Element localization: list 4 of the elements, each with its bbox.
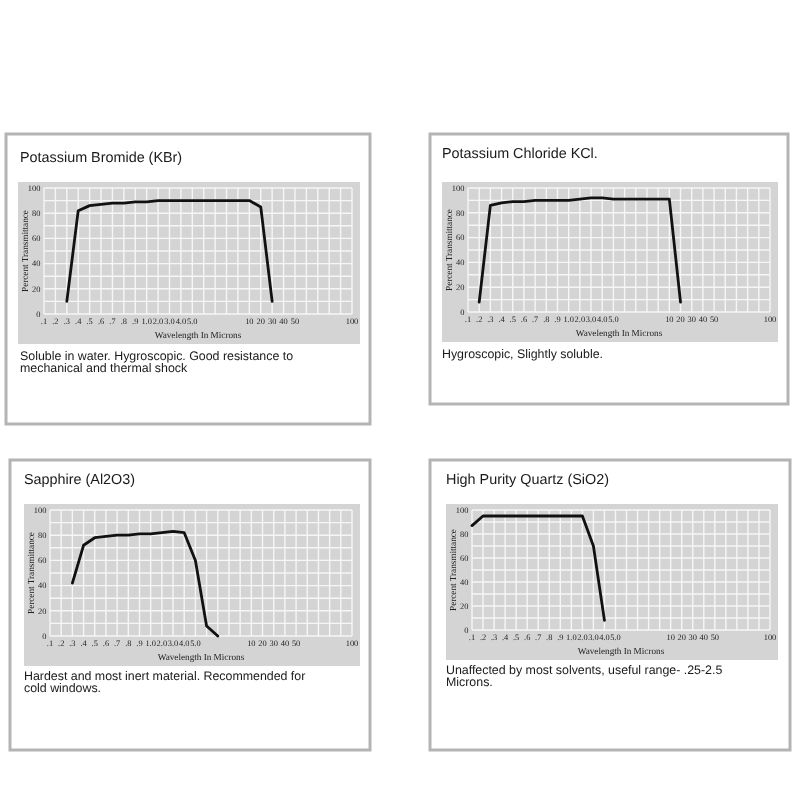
line-series xyxy=(70,530,220,638)
line-series xyxy=(477,196,682,304)
line-series xyxy=(65,199,274,303)
line-series xyxy=(470,514,606,622)
